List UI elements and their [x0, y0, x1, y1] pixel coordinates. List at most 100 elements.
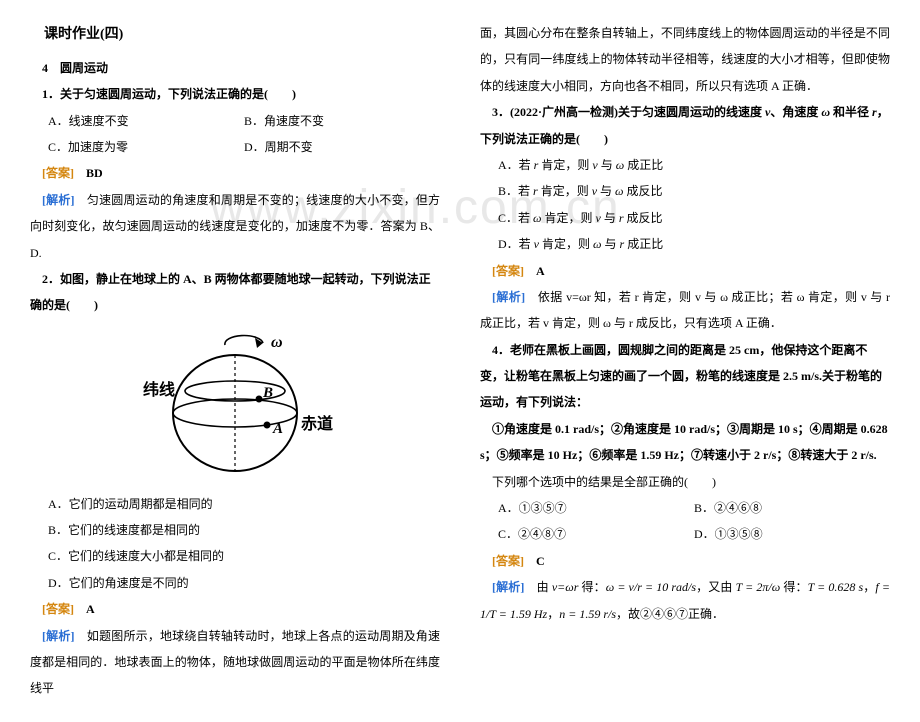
t: ω	[533, 211, 541, 225]
t: 肯定，则	[538, 158, 592, 172]
q2-answer-line: [答案] A	[30, 596, 440, 622]
t: B．若	[498, 184, 533, 198]
t: ω = v/r = 10 rad/s	[606, 580, 696, 594]
t: 与	[602, 237, 620, 251]
label-weixian: 纬线	[143, 380, 175, 399]
label-a: A	[272, 421, 283, 437]
q2-analysis-line: [解析] 如题图所示，地球绕自转轴转动时，地球上各点的运动周期及角速度都是相同的…	[30, 623, 440, 702]
q1-opt-b: B．角速度不变	[244, 108, 440, 134]
q2-opt-b: B．它们的线速度都是相同的	[48, 517, 440, 543]
q2-analysis-cont: 面，其圆心分布在整条自转轴上，不同纬度线上的物体圆周运动的半径是不同的，只有同一…	[480, 20, 890, 99]
q1-analysis: 匀速圆周运动的角速度和周期是不变的；线速度的大小不变，但方向时刻变化，故匀速圆周…	[30, 193, 440, 260]
q2-opt-c: C．它们的线速度大小都是相同的	[48, 543, 440, 569]
t: 与	[598, 158, 616, 172]
t: ω	[593, 237, 601, 251]
t: 得：	[780, 580, 807, 594]
q4-ask: 下列哪个选项中的结果是全部正确的( )	[480, 469, 890, 495]
t: n = 1.59 r/s	[559, 607, 616, 621]
t: ，	[863, 580, 875, 594]
q3-analysis: 依据 v=ωr 知，若 r 肯定，则 v 与 ω 成正比；若 ω 肯定，则 v …	[480, 290, 890, 330]
right-column: 面，其圆心分布在整条自转轴上，不同纬度线上的物体圆周运动的半径是不同的，只有同一…	[480, 20, 890, 702]
label-chidao: 赤道	[301, 414, 333, 433]
q3-opt-b: B．若 r 肯定，则 v 与 ω 成反比	[498, 178, 890, 204]
t: C．若	[498, 211, 533, 225]
q4-opt-c: C．②④⑧⑦	[498, 521, 694, 547]
q1-opt-a: A．线速度不变	[48, 108, 244, 134]
q1-opt-d: D．周期不变	[244, 134, 440, 160]
earth-svg: 纬线 赤道 ω A B	[135, 325, 335, 485]
q4-options: A．①③⑤⑦ B．②④⑥⑧ C．②④⑧⑦ D．①③⑤⑧	[498, 495, 890, 548]
answer-label: [答案]	[42, 166, 74, 180]
q4-opt-a: A．①③⑤⑦	[498, 495, 694, 521]
t: ω	[615, 184, 623, 198]
t: ，又由	[696, 580, 736, 594]
t: 成反比	[624, 211, 663, 225]
label-b: B	[262, 385, 273, 401]
left-column: 课时作业(四) 4 圆周运动 1．关于匀速圆周运动，下列说法正确的是( ) A．…	[30, 20, 440, 702]
t: 成反比	[624, 184, 663, 198]
q3-options: A．若 r 肯定，则 v 与 ω 成正比 B．若 r 肯定，则 v 与 ω 成反…	[498, 152, 890, 258]
analysis-label: [解析]	[42, 629, 75, 643]
q4-opt-d: D．①③⑤⑧	[694, 521, 890, 547]
t: 得：	[578, 580, 605, 594]
t: ω	[616, 158, 624, 172]
q3-opt-c: C．若 ω 肯定，则 v 与 r 成反比	[498, 205, 890, 231]
earth-diagram: 纬线 赤道 ω A B	[135, 325, 335, 485]
q2-answer: A	[74, 602, 95, 616]
q3-analysis-line: [解析] 依据 v=ωr 知，若 r 肯定，则 v 与 ω 成正比；若 ω 肯定…	[480, 284, 890, 337]
t: 与	[597, 184, 615, 198]
q1-analysis-line: [解析] 匀速圆周运动的角速度和周期是不变的；线速度的大小不变，但方向时刻变化，…	[30, 187, 440, 266]
q4-analysis-line: [解析] 由 v=ωr 得：ω = v/r = 10 rad/s，又由 T = …	[480, 574, 890, 627]
t: 肯定，则	[538, 184, 592, 198]
q4-answer-line: [答案] C	[480, 548, 890, 574]
answer-label: [答案]	[492, 554, 524, 568]
t: D．若	[498, 237, 534, 251]
t: 由	[524, 580, 551, 594]
t: 成正比	[624, 158, 663, 172]
page-container: 课时作业(四) 4 圆周运动 1．关于匀速圆周运动，下列说法正确的是( ) A．…	[0, 0, 920, 722]
q2-opt-d: D．它们的角速度是不同的	[48, 570, 440, 596]
q4-opt-b: B．②④⑥⑧	[694, 495, 890, 521]
analysis-label: [解析]	[492, 580, 524, 594]
q2-opt-a: A．它们的运动周期都是相同的	[48, 491, 440, 517]
answer-label: [答案]	[42, 602, 74, 616]
t: 肯定，则	[542, 211, 596, 225]
q3-stem-e: 和半径	[830, 105, 872, 119]
t: 肯定，则	[539, 237, 593, 251]
q3-stem-a: 3．(2022·广州高一检测)关于匀速圆周运动的线速度	[492, 105, 765, 119]
analysis-label: [解析]	[42, 193, 75, 207]
t: ，故②④⑥⑦正确．	[616, 607, 724, 621]
q2-analysis: 如题图所示，地球绕自转轴转动时，地球上各点的运动周期及角速度都是相同的．地球表面…	[30, 629, 440, 696]
q3-stem-w: ω	[821, 105, 830, 119]
point-a	[264, 421, 271, 428]
answer-label: [答案]	[492, 264, 524, 278]
q1-answer-line: [答案] BD	[30, 160, 440, 186]
q4-stem: 4．老师在黑板上画圆，圆规脚之间的距离是 25 cm，他保持这个距离不变，让粉笔…	[480, 337, 890, 416]
t: v=ωr	[552, 580, 579, 594]
q1-answer: BD	[74, 166, 103, 180]
lesson-subtitle: 4 圆周运动	[30, 55, 440, 81]
q1-options: A．线速度不变 B．角速度不变 C．加速度为零 D．周期不变	[48, 108, 440, 161]
q2-options: A．它们的运动周期都是相同的 B．它们的线速度都是相同的 C．它们的线速度大小都…	[48, 491, 440, 597]
q2-stem: 2．如图，静止在地球上的 A、B 两物体都要随地球一起转动，下列说法正确的是( …	[30, 266, 440, 319]
t: 成正比	[624, 237, 663, 251]
q3-opt-d: D．若 v 肯定，则 ω 与 r 成正比	[498, 231, 890, 257]
t: T = 0.628 s	[808, 580, 864, 594]
t: A．若	[498, 158, 534, 172]
q3-stem-c: 、角速度	[770, 105, 821, 119]
q3-stem: 3．(2022·广州高一检测)关于匀速圆周运动的线速度 v、角速度 ω 和半径 …	[480, 99, 890, 152]
lesson-title: 课时作业(四)	[30, 20, 440, 51]
t: T = 2π/ω	[736, 580, 781, 594]
q4-answer: C	[524, 554, 545, 568]
label-omega: ω	[271, 334, 283, 351]
t: 与	[601, 211, 619, 225]
analysis-label: [解析]	[492, 290, 525, 304]
q4-list: ①角速度是 0.1 rad/s；②角速度是 10 rad/s；③周期是 10 s…	[480, 416, 890, 469]
q3-answer: A	[524, 264, 545, 278]
q1-opt-c: C．加速度为零	[48, 134, 244, 160]
q1-stem: 1．关于匀速圆周运动，下列说法正确的是( )	[30, 81, 440, 107]
q3-answer-line: [答案] A	[480, 258, 890, 284]
q3-opt-a: A．若 r 肯定，则 v 与 ω 成正比	[498, 152, 890, 178]
point-b	[256, 395, 263, 402]
t: ，	[547, 607, 559, 621]
